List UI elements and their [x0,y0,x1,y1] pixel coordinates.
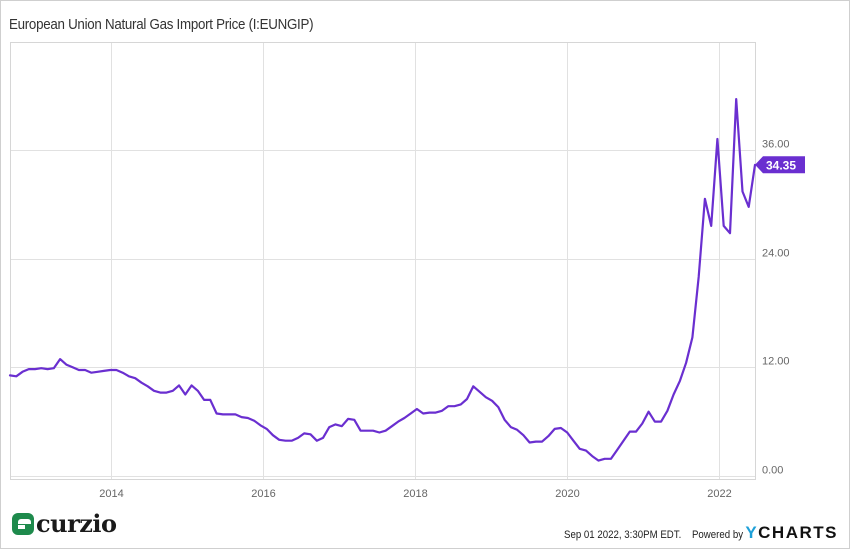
x-tick-label: 2016 [251,488,275,500]
plot-area-border [10,42,756,480]
x-axis-labels: 2014 2016 2018 2020 2022 [99,488,731,500]
chart-grid [10,43,755,479]
curzio-logo-text: curzio [36,509,117,538]
curzio-logo-icon [12,513,34,535]
x-tick-label: 2018 [403,488,427,500]
timestamp: Sep 01 2022, 3:30PM EDT. [563,529,682,541]
attribution: Sep 01 2022, 3:30PM EDT. Powered by YCHA… [548,524,838,541]
curzio-logo: curzio [12,509,117,538]
ycharts-logo-text: CHARTS [758,523,838,542]
x-tick-label: 2020 [555,488,579,500]
last-value-badge: 34.35 [755,156,805,174]
price-line[interactable] [8,97,757,462]
ycharts-logo-y: Y [745,523,759,542]
ycharts-logo[interactable]: YCHARTS [745,524,838,541]
x-tick-label: 2022 [707,488,731,500]
x-tick-label: 2014 [99,488,123,500]
powered-by-text: Powered by [692,529,744,541]
y-tick-label: 0.00 [762,465,783,477]
last-value-badge-bg [755,156,805,174]
last-value-text: 34.35 [766,158,796,172]
y-tick-label: 12.00 [762,356,790,368]
y-axis-labels: 0.00 12.00 24.00 36.00 [762,139,790,477]
y-tick-label: 24.00 [762,248,790,260]
y-tick-label: 36.00 [762,139,790,151]
chart-title: European Union Natural Gas Import Price … [9,17,314,33]
